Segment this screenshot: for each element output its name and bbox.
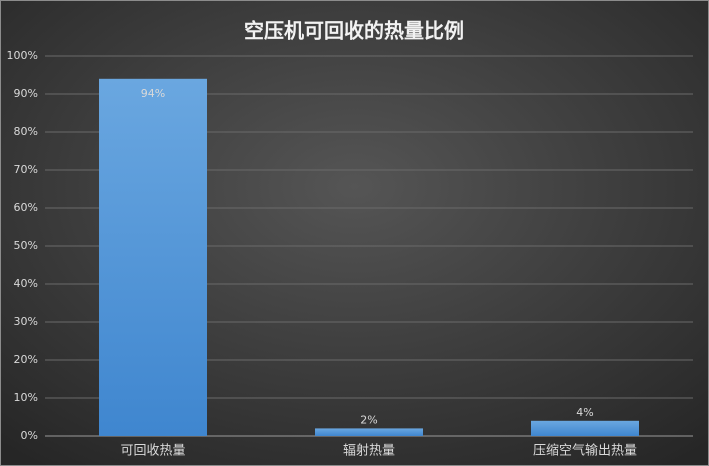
y-tick-label: 70% — [14, 163, 38, 176]
y-tick-label: 20% — [14, 353, 38, 366]
y-tick-label: 30% — [14, 315, 38, 328]
x-tick-label: 压缩空气输出热量 — [533, 443, 637, 459]
value-label: 4% — [576, 406, 593, 419]
bar — [99, 78, 207, 437]
y-tick-label: 50% — [14, 239, 38, 252]
x-tick-label: 辐射热量 — [343, 443, 395, 459]
y-tick-label: 90% — [14, 87, 38, 100]
y-tick-label: 80% — [14, 125, 38, 138]
chart-title: 空压机可回收的热量比例 — [244, 19, 464, 43]
y-tick-label: 60% — [14, 201, 38, 214]
y-tick-label: 100% — [7, 49, 38, 62]
bar — [315, 428, 423, 436]
y-tick-label: 0% — [21, 429, 38, 442]
y-tick-label: 40% — [14, 277, 38, 290]
value-label: 2% — [360, 413, 377, 426]
y-tick-label: 10% — [14, 391, 38, 404]
bar — [531, 420, 639, 436]
value-label: 94% — [141, 87, 165, 100]
x-tick-label: 可回收热量 — [120, 444, 185, 459]
